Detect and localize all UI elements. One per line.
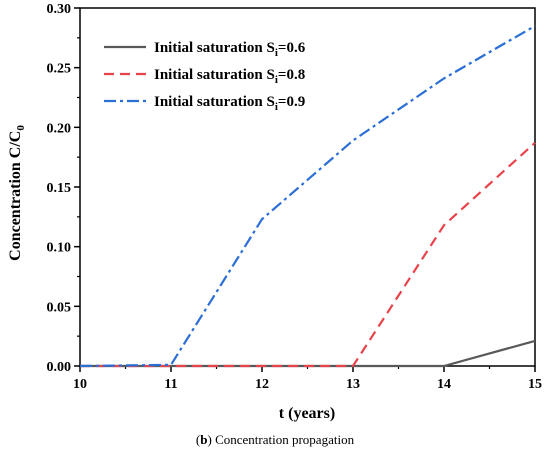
y-axis-title: Concentration C/C0: [7, 125, 27, 261]
x-tick-label: 10: [73, 377, 87, 392]
line-chart: 10 11 12 13 14 15 0.00 0.05 0.10 0.15 0.20 0.25 0.30…: [7, 2, 542, 422]
y-tick-label: 0.25: [47, 62, 72, 77]
caption-label: b: [200, 432, 208, 447]
series-line-2: [80, 141, 536, 368]
series-line-3: [79, 24, 536, 368]
series-line-1: [80, 339, 536, 368]
y-tick-label: 0.00: [47, 360, 72, 375]
y-tick-label: 0.20: [47, 121, 72, 136]
plot-frame: [79, 7, 536, 367]
y-axis-title-sub: 0: [15, 125, 27, 131]
x-tick-label: 11: [164, 377, 177, 392]
y-tick-label: 0.10: [47, 241, 72, 256]
x-tick-label: 12: [255, 377, 269, 392]
legend-label-2: Initial saturation Si=0.8: [154, 67, 305, 86]
x-tick-label: 13: [346, 377, 360, 392]
x-tick-label: 15: [528, 377, 542, 392]
x-tick-label: 14: [437, 377, 451, 392]
caption-text: Concentration propagation: [211, 432, 355, 447]
y-tick-label: 0.30: [47, 2, 72, 17]
legend-label-1: Initial saturation Si=0.6: [154, 40, 306, 59]
x-axis-title: t (years): [279, 405, 335, 422]
figure-caption: (b) Concentration propagation: [195, 432, 355, 447]
y-tick-label: 0.15: [47, 181, 72, 196]
y-axis-title-main: Concentration C/C: [7, 131, 24, 261]
legend-label-3: Initial saturation Si=0.9: [154, 94, 305, 113]
y-tick-label: 0.05: [47, 300, 72, 315]
